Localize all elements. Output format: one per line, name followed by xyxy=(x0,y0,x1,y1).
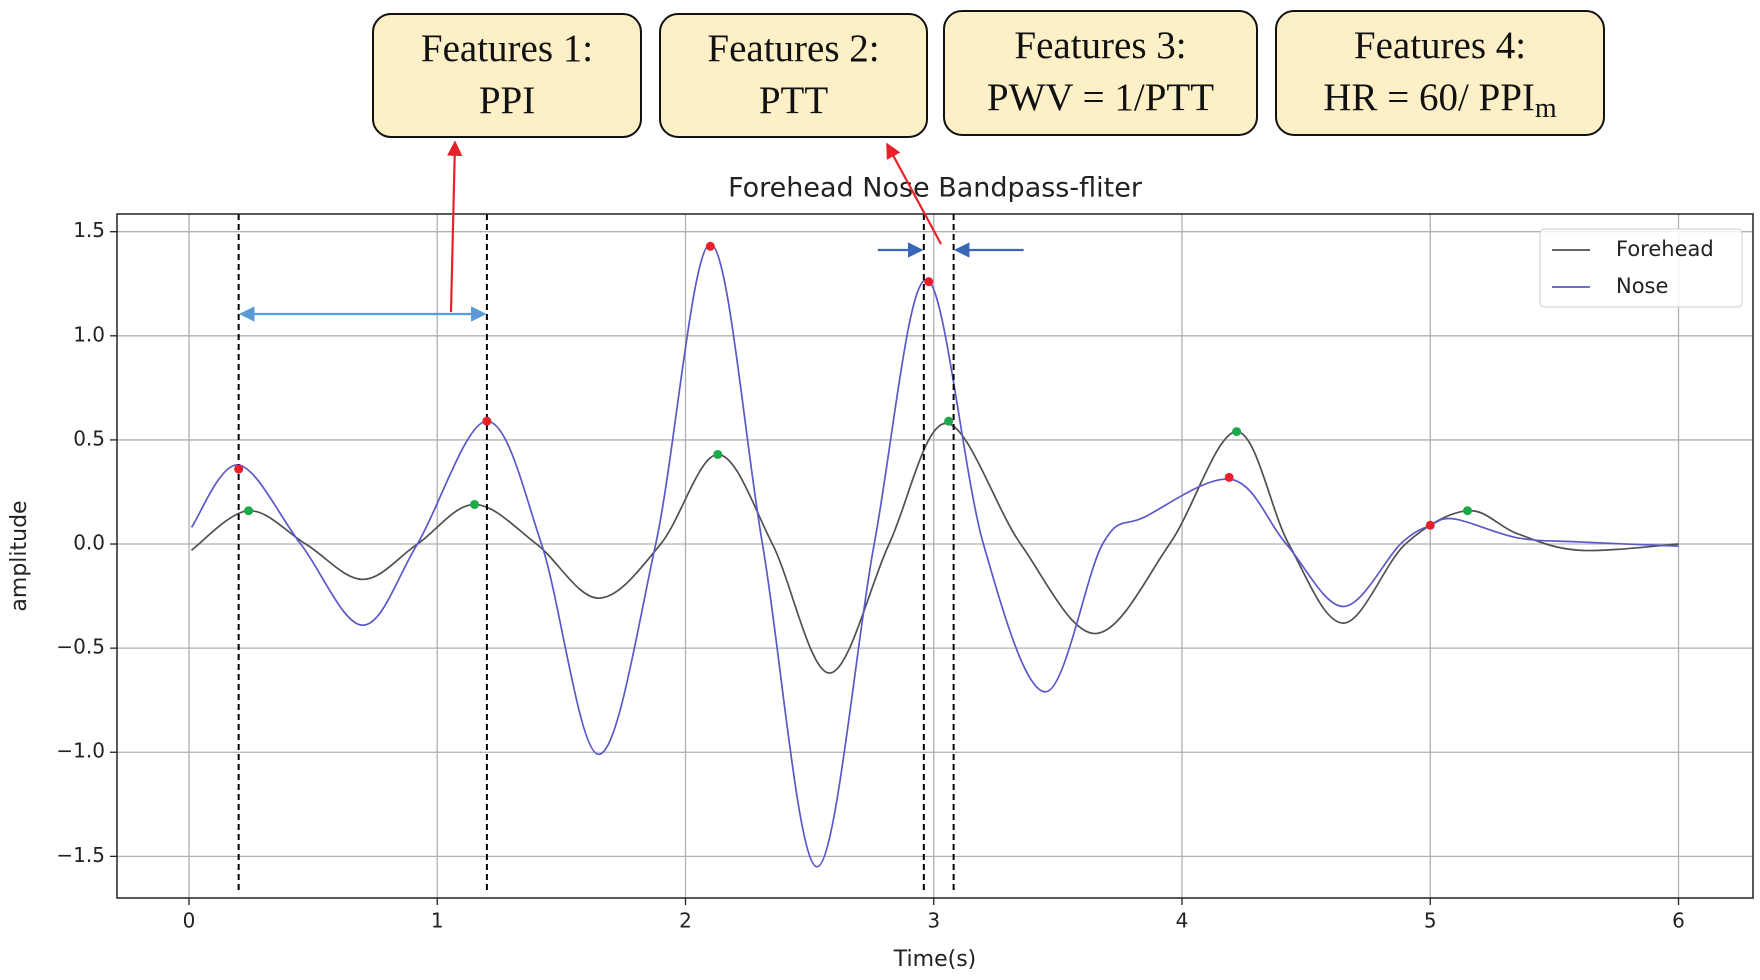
y-axis-label: amplitude xyxy=(7,500,32,611)
peak-dot xyxy=(1463,506,1473,516)
peak-dot xyxy=(1425,520,1435,530)
legend-label: Forehead xyxy=(1616,237,1714,261)
formula-text: HR = 60/ PPI xyxy=(1323,76,1535,119)
feature-formula: PWV = 1/PTT xyxy=(987,76,1214,119)
peak-dot xyxy=(713,449,723,459)
formula-text: PPI xyxy=(479,79,535,122)
x-tick-label: 3 xyxy=(927,909,940,933)
peak-dot xyxy=(469,499,479,509)
feature-title: Features 3: xyxy=(1014,24,1186,67)
x-tick-label: 0 xyxy=(183,909,196,933)
legend-label: Nose xyxy=(1616,274,1668,298)
ppi-pointer xyxy=(446,140,463,313)
feature-box xyxy=(372,13,642,138)
plot-frame xyxy=(116,213,1754,899)
feature-title: Features 4: xyxy=(1354,24,1526,67)
feature-formula: PPI xyxy=(479,79,535,122)
feature-title: Features 2: xyxy=(707,27,879,70)
peak-dot xyxy=(1224,472,1234,482)
y-tick-label: 0.5 xyxy=(73,426,105,450)
peak-dot xyxy=(924,277,934,287)
x-axis-label: Time(s) xyxy=(893,947,976,972)
formula-subscript: m xyxy=(1535,93,1557,124)
feature-box xyxy=(943,10,1258,136)
series-line xyxy=(190,422,1679,674)
formula-text: PWV = 1/PTT xyxy=(987,76,1214,119)
x-tick-label: 1 xyxy=(431,909,444,933)
peak-dot xyxy=(944,416,954,426)
peak-dot xyxy=(1232,427,1242,437)
formula-text: PTT xyxy=(759,79,829,122)
x-tick-label: 4 xyxy=(1176,909,1189,933)
peak-dot xyxy=(244,506,254,516)
legend-box xyxy=(1539,228,1743,308)
chart-title: Forehead Nose Bandpass-fliter xyxy=(728,173,1143,204)
y-tick-label: −0.5 xyxy=(56,635,105,659)
feature-title: Features 1: xyxy=(421,27,593,70)
y-tick-label: 1.0 xyxy=(73,322,105,346)
feature-box xyxy=(659,13,928,138)
y-tick-label: 1.5 xyxy=(73,218,105,242)
peak-dot xyxy=(705,241,715,251)
peak-dot xyxy=(482,416,492,426)
feature-formula: PTT xyxy=(759,79,829,122)
feature-formula: HR = 60/ PPIm xyxy=(1323,76,1557,124)
x-tick-label: 6 xyxy=(1672,909,1685,933)
ptt-pointer xyxy=(886,142,942,245)
feature-box xyxy=(1275,10,1605,136)
y-tick-label: −1.5 xyxy=(56,843,105,867)
series-line xyxy=(190,243,1679,868)
y-tick-label: 0.0 xyxy=(73,531,105,555)
x-tick-label: 2 xyxy=(679,909,692,933)
x-tick-label: 5 xyxy=(1424,909,1437,933)
peak-dot xyxy=(234,464,244,474)
y-tick-label: −1.0 xyxy=(56,739,105,763)
